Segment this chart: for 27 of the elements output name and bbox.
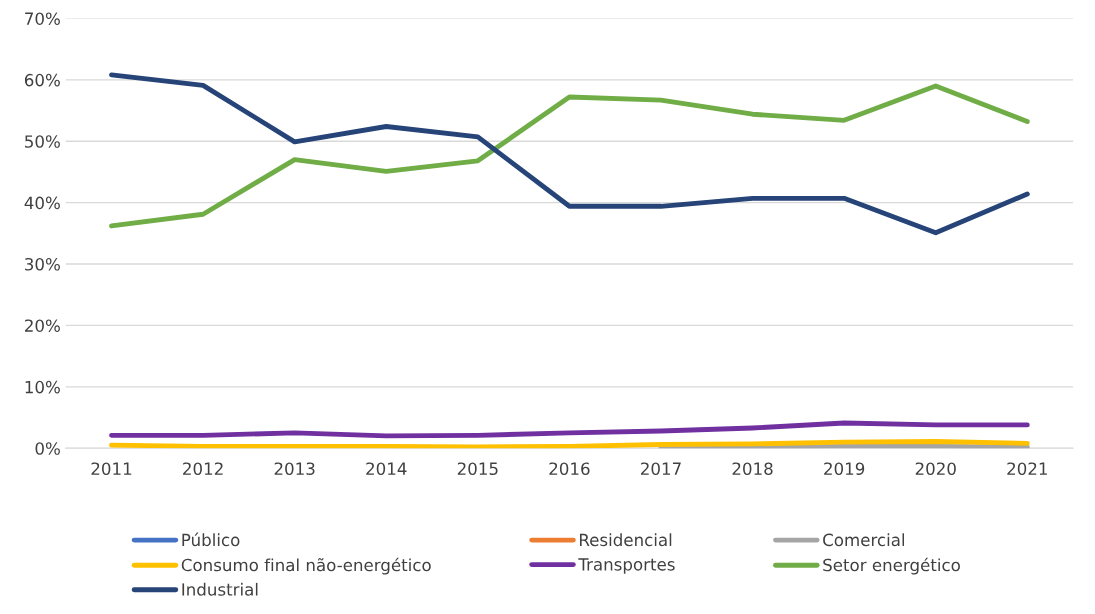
x-tick-label: 2015 <box>457 462 498 476</box>
legend-label: Industrial <box>182 582 258 596</box>
x-tick-label: 2014 <box>366 462 407 476</box>
y-tick-label: 10% <box>25 380 60 394</box>
x-tick-label: 2019 <box>824 462 865 476</box>
x-tick-label: 2021 <box>1007 462 1047 476</box>
y-tick-label: 0% <box>35 442 60 455</box>
legend-label: Residencial <box>579 533 672 547</box>
x-tick-label: 2018 <box>732 462 773 476</box>
x-tick-label: 2017 <box>640 462 681 476</box>
legend-label: Consumo final não-energético <box>181 557 431 575</box>
x-tick-label: 2012 <box>183 462 223 476</box>
y-tick-label: 60% <box>24 73 60 87</box>
legend-label: Setor energético <box>823 557 960 575</box>
x-tick-label: 2020 <box>915 462 956 476</box>
legend-label: Público <box>182 532 240 547</box>
y-tick-label: 40% <box>24 196 60 210</box>
y-tick-label: 20% <box>25 319 60 332</box>
y-tick-label: 70% <box>25 12 60 25</box>
x-tick-label: 2013 <box>274 462 315 476</box>
line-series <box>109 420 1030 439</box>
x-tick-label: 2011 <box>91 462 132 476</box>
legend-label: Transportes <box>578 558 675 574</box>
legend-label: Comercial <box>823 533 905 547</box>
y-tick-label: 30% <box>25 257 60 271</box>
x-tick-label: 2016 <box>549 462 590 476</box>
y-tick-label: 50% <box>25 135 60 148</box>
